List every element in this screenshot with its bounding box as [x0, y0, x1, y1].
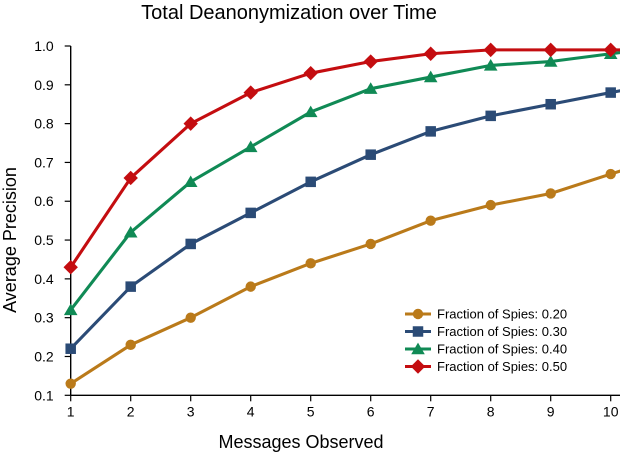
data-point-triangle [63, 303, 78, 316]
x-tick-label: 8 [487, 403, 495, 419]
data-point-circle [545, 188, 556, 199]
data-point-triangle [543, 55, 558, 67]
data-point-circle [605, 168, 616, 180]
data-point-diamond [303, 65, 318, 81]
x-tick-label: 2 [127, 403, 135, 419]
x-tick-label: 3 [187, 403, 195, 419]
y-tick-label: 0.8 [34, 116, 54, 132]
y-axis-label: Average Precision [0, 167, 20, 313]
data-point-square [125, 281, 136, 292]
data-point-diamond [123, 170, 138, 186]
y-tick-label: 0.3 [34, 310, 54, 326]
data-point-triangle [123, 225, 138, 238]
data-point-triangle [183, 175, 198, 188]
data-point-square [245, 207, 256, 219]
x-tick-label: 4 [247, 403, 255, 419]
data-point-square [365, 149, 376, 160]
data-point-square [485, 110, 496, 122]
legend-label: Fraction of Spies: 0.30 [437, 324, 567, 339]
x-tick-label: 7 [427, 403, 435, 419]
data-point-triangle [243, 140, 258, 153]
data-point-circle [485, 199, 496, 211]
y-tick-label: 0.1 [34, 387, 54, 403]
data-point-square [185, 238, 196, 250]
y-tick-label: 0.2 [34, 348, 54, 364]
data-point-triangle [303, 105, 318, 118]
data-point-square [305, 176, 316, 188]
data-point-circle [65, 378, 76, 389]
data-point-square [605, 87, 616, 98]
data-point-diamond [603, 42, 618, 58]
data-point-diamond [183, 116, 198, 131]
data-point-square [545, 98, 556, 110]
chart-title: Total Deanonymization over Time [141, 2, 437, 24]
data-point-triangle [483, 59, 498, 71]
y-tick-label: 0.6 [34, 193, 54, 209]
data-point-circle [185, 312, 196, 323]
data-point-circle [125, 339, 136, 351]
data-point-circle [425, 215, 436, 226]
data-point-diamond [243, 85, 258, 100]
data-point-square [425, 126, 436, 137]
x-axis-label: Messages Observed [218, 432, 383, 452]
legend-marker-diamond [410, 359, 426, 374]
data-point-diamond [63, 260, 78, 275]
x-tick-label: 10 [603, 403, 619, 419]
legend-marker-triangle [411, 342, 425, 355]
x-tick-label: 9 [547, 403, 555, 419]
legend-label: Fraction of Spies: 0.50 [437, 359, 567, 374]
y-tick-label: 0.5 [34, 232, 54, 248]
data-point-circle [365, 238, 376, 250]
y-tick-label: 0.7 [34, 154, 54, 170]
data-point-circle [245, 281, 256, 292]
data-point-diamond [423, 46, 438, 61]
data-point-diamond [363, 54, 378, 69]
legend-label: Fraction of Spies: 0.20 [437, 307, 567, 322]
data-point-triangle [423, 70, 438, 83]
legend-label: Fraction of Spies: 0.40 [437, 342, 567, 357]
data-point-diamond [543, 42, 558, 58]
x-tick-label: 5 [307, 403, 315, 419]
x-tick-label: 6 [367, 403, 375, 419]
y-tick-label: 0.9 [34, 77, 54, 93]
data-point-circle [305, 258, 316, 269]
x-tick-label: 1 [67, 403, 75, 419]
series-line-diamond [69, 48, 620, 269]
data-point-triangle [363, 82, 378, 94]
data-point-diamond [483, 42, 498, 58]
data-point-square [65, 343, 76, 354]
legend-marker-circle [412, 308, 424, 320]
legend-marker-square [412, 326, 424, 337]
y-tick-label: 1.0 [34, 38, 54, 54]
y-tick-label: 0.4 [34, 271, 54, 287]
